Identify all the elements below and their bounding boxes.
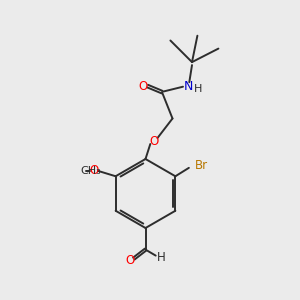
Text: O: O [89,164,99,177]
Text: H: H [194,84,202,94]
Text: O: O [149,134,158,148]
Text: Br: Br [195,159,208,172]
Text: O: O [125,254,134,268]
Text: N: N [184,80,193,93]
Text: H: H [157,250,166,264]
Text: O: O [139,80,148,93]
Text: CH₃: CH₃ [80,166,101,176]
